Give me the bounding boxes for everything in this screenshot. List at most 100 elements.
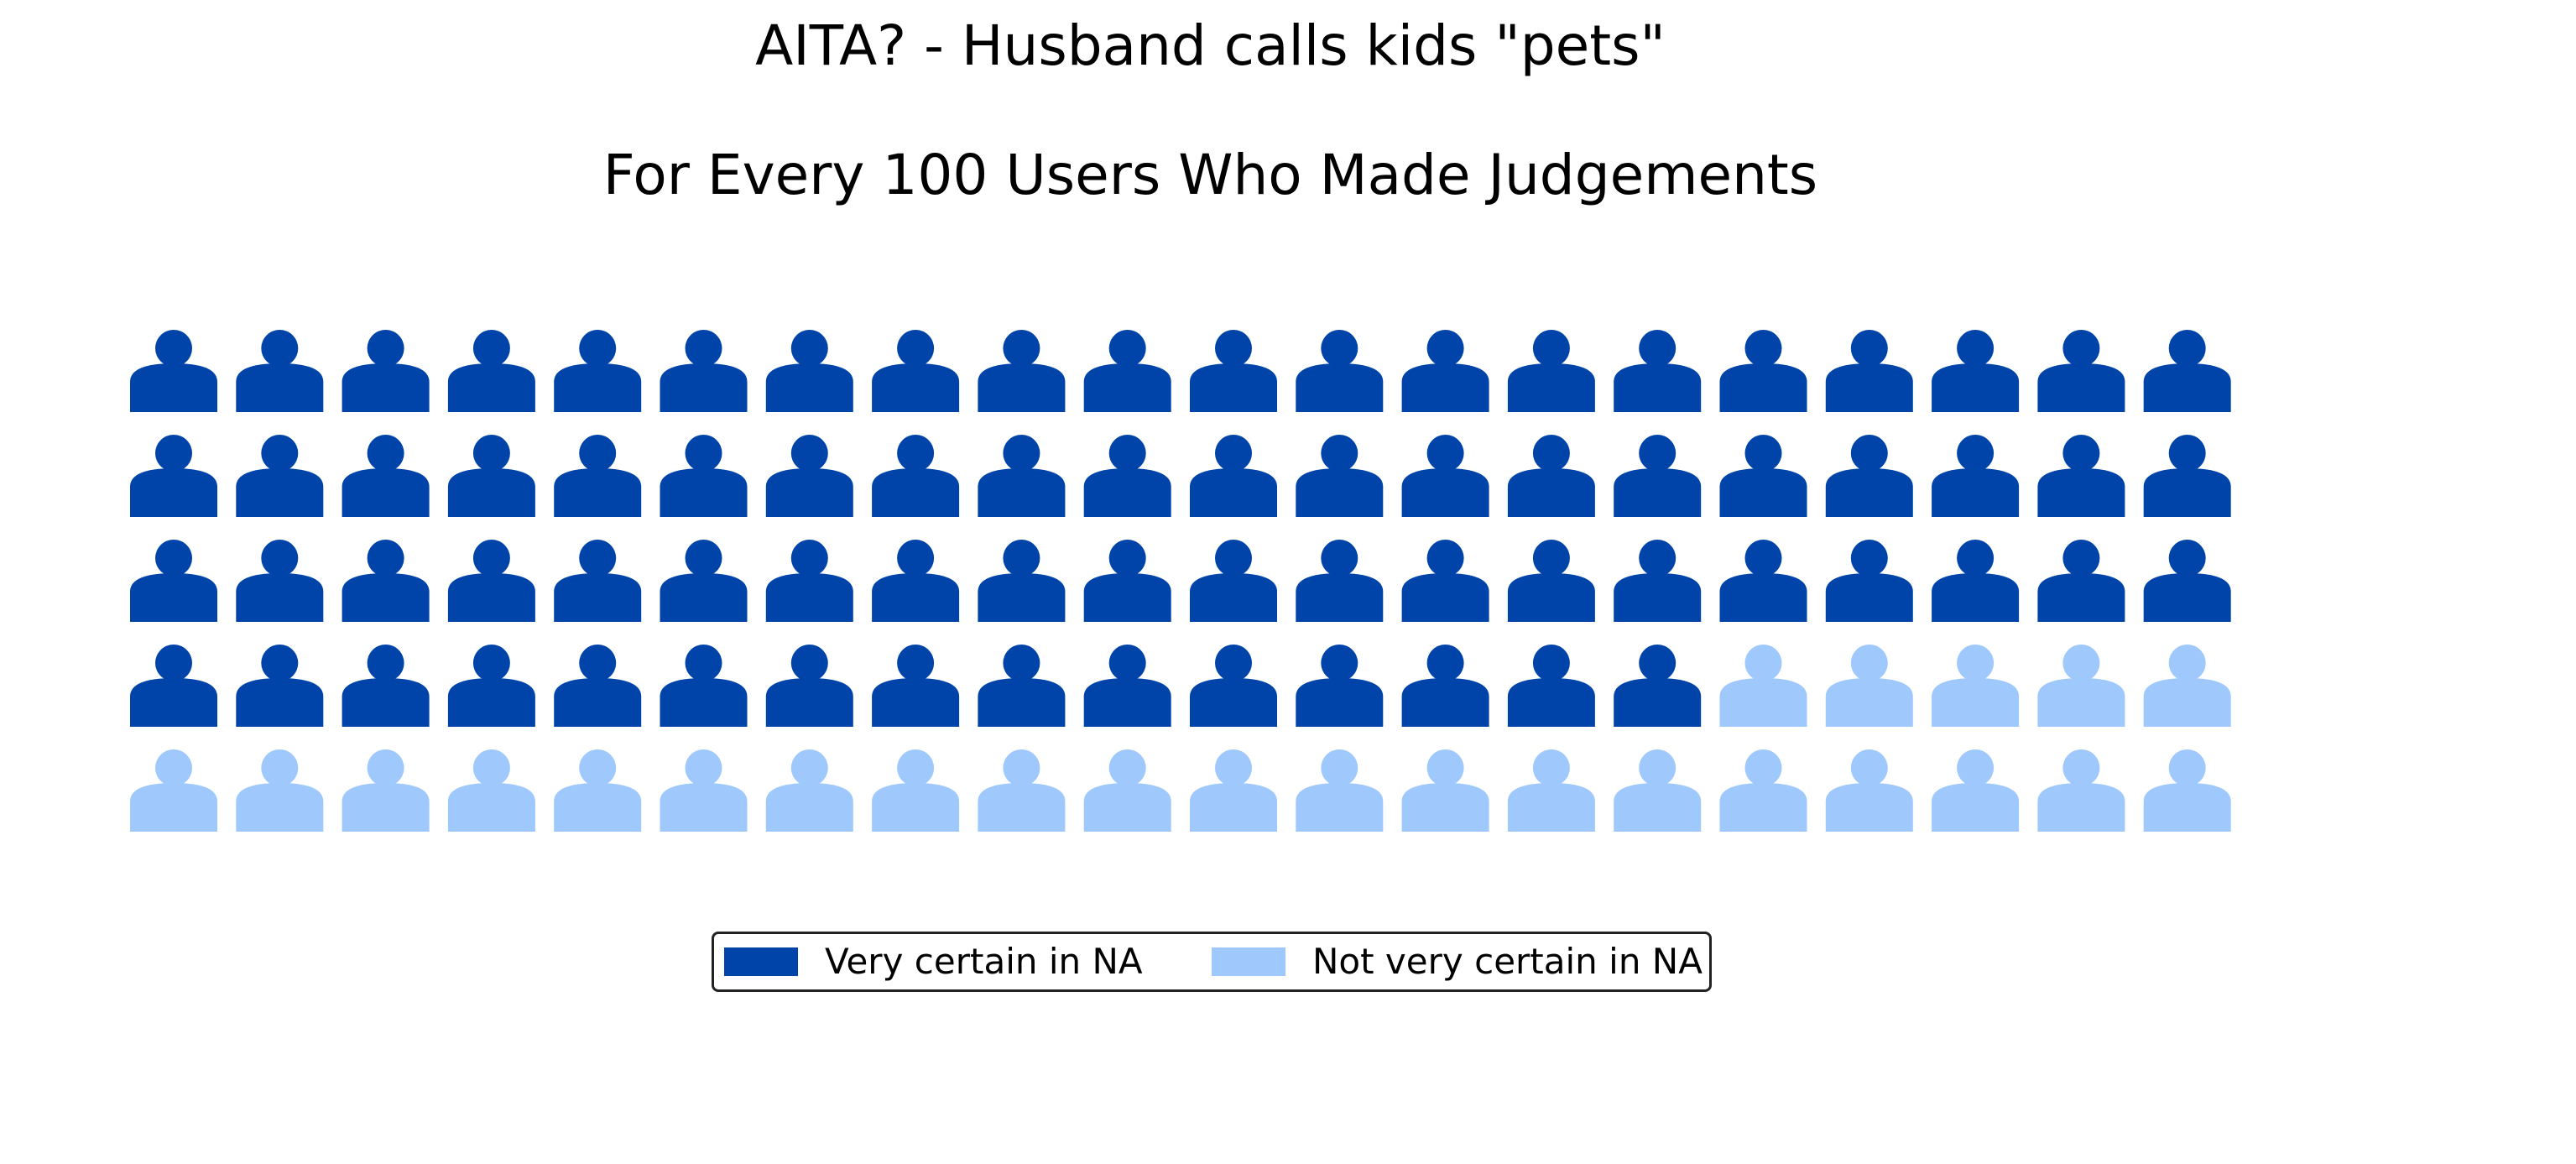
person-icon [765,435,853,517]
person-icon [1825,540,1913,622]
person-icon [1932,330,2020,412]
person-icon [978,645,1066,727]
person-icon [447,330,535,412]
person-icon [1190,435,1277,517]
person-icon [872,749,960,832]
person-icon [1401,330,1489,412]
person-icon [2037,330,2125,412]
person-icon [1932,645,2020,727]
person-icon [1190,540,1277,622]
person-icon [1296,435,1384,517]
person-icon [765,749,853,832]
person-icon [1296,540,1384,622]
person-icon [978,330,1066,412]
person-icon [2037,749,2125,832]
person-icon [236,330,324,412]
chart-subtitle: For Every 100 Users Who Made Judgements [602,143,1818,207]
person-icon [660,645,748,727]
person-icon [554,330,642,412]
person-icon [130,540,217,622]
person-icon [1614,330,1702,412]
person-icon [1190,749,1277,832]
person-icon [236,540,324,622]
person-icon [1719,330,1807,412]
person-icon [872,645,960,727]
person-icon [1614,749,1702,832]
person-icon [1401,540,1489,622]
person-icon [130,645,217,727]
person-icon [447,749,535,832]
person-icon [236,749,324,832]
person-icon [2143,749,2231,832]
person-icon [1932,749,2020,832]
person-icon [978,435,1066,517]
waffle-grid [130,330,2231,832]
person-icon [2143,540,2231,622]
person-icon [447,435,535,517]
person-icon [1507,330,1595,412]
person-icon [1083,540,1171,622]
person-icon [978,540,1066,622]
person-icon [1296,645,1384,727]
legend-swatch-very-certain [724,947,798,976]
person-icon [765,540,853,622]
person-icon [554,540,642,622]
person-icon [1719,435,1807,517]
person-icon [1932,435,2020,517]
person-icon [1614,435,1702,517]
person-icon [130,435,217,517]
person-icon [1190,645,1277,727]
person-icon [1401,749,1489,832]
person-icon [1083,645,1171,727]
person-icon [1719,749,1807,832]
person-icon [1932,540,2020,622]
person-icon [2143,330,2231,412]
person-icon [236,435,324,517]
person-icon [2143,645,2231,727]
legend: Very certain in NA Not very certain in N… [712,932,1712,992]
legend-item-not-very-certain: Not very certain in NA [1212,934,1703,989]
person-icon [1719,540,1807,622]
person-icon [554,645,642,727]
person-icon [1825,749,1913,832]
person-icon [1507,540,1595,622]
person-icon [660,749,748,832]
person-icon [554,435,642,517]
person-icon [1507,435,1595,517]
person-icon [1825,435,1913,517]
legend-label-very-certain: Very certain in NA [825,941,1143,982]
person-icon [1083,749,1171,832]
person-icon [236,645,324,727]
person-icon [1083,330,1171,412]
person-icon [130,330,217,412]
person-icon [660,435,748,517]
chart-title: AITA? - Husband calls kids "pets" [755,13,1666,78]
person-icon [765,330,853,412]
person-icon [2143,435,2231,517]
person-icon [1083,435,1171,517]
person-icon [1507,749,1595,832]
person-icon [447,540,535,622]
person-icon [1719,645,1807,727]
person-icon [342,645,430,727]
person-icon [1296,330,1384,412]
person-icon [872,540,960,622]
person-icon [1401,435,1489,517]
person-icon [1190,330,1277,412]
person-icon [872,330,960,412]
person-icon [342,540,430,622]
person-icon [1614,645,1702,727]
person-icon [447,645,535,727]
person-icon [342,749,430,832]
legend-label-not-very-certain: Not very certain in NA [1312,941,1703,982]
person-icon [342,435,430,517]
legend-swatch-not-very-certain [1212,947,1285,976]
person-icon [554,749,642,832]
person-icon [2037,645,2125,727]
person-icon [660,540,748,622]
person-icon [1507,645,1595,727]
person-icon [1825,330,1913,412]
person-icon [2037,435,2125,517]
person-icon [130,749,217,832]
person-icon [978,749,1066,832]
